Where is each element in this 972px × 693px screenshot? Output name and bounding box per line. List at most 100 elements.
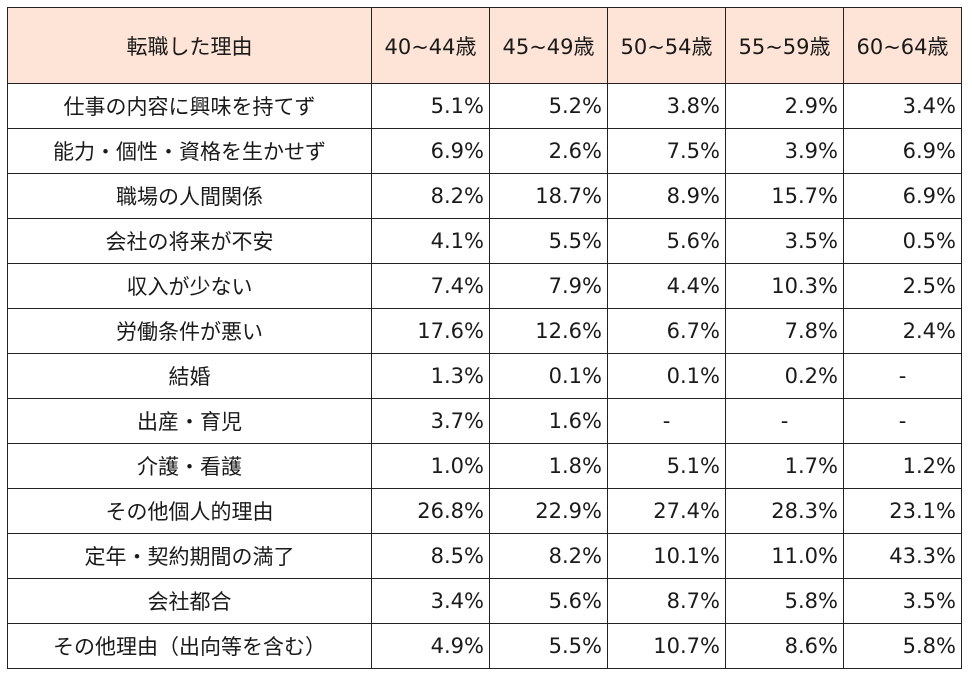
value-cell: - <box>607 398 726 444</box>
value-cell: 8.5% <box>371 533 490 579</box>
reason-cell: 会社都合 <box>7 578 372 624</box>
value-cell: 3.5% <box>725 218 844 264</box>
value-cell: 6.9% <box>371 128 490 174</box>
reason-cell: 結婚 <box>7 353 372 399</box>
value-cell: 5.1% <box>607 443 726 489</box>
table-row: 能力・個性・資格を生かせず 6.9% 2.6% 7.5% 3.9% 6.9% <box>7 128 962 174</box>
reason-cell: 労働条件が悪い <box>7 308 372 354</box>
value-cell: 2.9% <box>725 83 844 129</box>
table-body: 仕事の内容に興味を持てず 5.1% 5.2% 3.8% 2.9% 3.4% 能力・個性・資格… <box>7 83 962 669</box>
value-cell: 3.4% <box>843 83 962 129</box>
value-cell: 2.6% <box>489 128 608 174</box>
value-cell: 2.5% <box>843 263 962 309</box>
value-cell: 6.9% <box>843 173 962 219</box>
value-cell: 1.3% <box>371 353 490 399</box>
value-cell: 27.4% <box>607 488 726 534</box>
value-cell: 3.4% <box>371 578 490 624</box>
table-row: 会社の将来が不安 4.1% 5.5% 5.6% 3.5% 0.5% <box>7 218 962 264</box>
value-cell: 5.6% <box>489 578 608 624</box>
reason-cell: 職場の人間関係 <box>7 173 372 219</box>
value-cell: 4.1% <box>371 218 490 264</box>
value-cell: 7.5% <box>607 128 726 174</box>
value-cell: 5.2% <box>489 83 608 129</box>
table-row: 介護・看護 1.0% 1.8% 5.1% 1.7% 1.2% <box>7 443 962 489</box>
table-row: 会社都合 3.4% 5.6% 8.7% 5.8% 3.5% <box>7 578 962 624</box>
reason-cell: 会社の将来が不安 <box>7 218 372 264</box>
table-header: 転職した理由 40~44歳 45~49歳 50~54歳 55~59歳 60~64歳 <box>7 7 962 84</box>
value-cell: 3.7% <box>371 398 490 444</box>
table-row: その他個人的理由 26.8% 22.9% 27.4% 28.3% 23.1% <box>7 488 962 534</box>
value-cell: - <box>843 398 962 444</box>
value-cell: 5.6% <box>607 218 726 264</box>
value-cell: 7.4% <box>371 263 490 309</box>
value-cell: - <box>725 398 844 444</box>
value-cell: 1.7% <box>725 443 844 489</box>
value-cell: 10.7% <box>607 623 726 669</box>
value-cell: 1.2% <box>843 443 962 489</box>
value-cell: 0.1% <box>607 353 726 399</box>
value-cell: 7.8% <box>725 308 844 354</box>
value-cell: 22.9% <box>489 488 608 534</box>
value-cell: 6.7% <box>607 308 726 354</box>
value-cell: 5.8% <box>843 623 962 669</box>
value-cell: 18.7% <box>489 173 608 219</box>
value-cell: 8.6% <box>725 623 844 669</box>
value-cell: 6.9% <box>843 128 962 174</box>
value-cell: 17.6% <box>371 308 490 354</box>
value-cell: 15.7% <box>725 173 844 219</box>
value-cell: 8.2% <box>489 533 608 579</box>
header-row: 転職した理由 40~44歳 45~49歳 50~54歳 55~59歳 60~64歳 <box>7 7 962 84</box>
value-cell: 7.9% <box>489 263 608 309</box>
value-cell: 5.8% <box>725 578 844 624</box>
header-age-group: 55~59歳 <box>725 7 844 84</box>
reason-cell: その他個人的理由 <box>7 488 372 534</box>
reason-cell: 定年・契約期間の満了 <box>7 533 372 579</box>
value-cell: 3.9% <box>725 128 844 174</box>
value-cell: 0.2% <box>725 353 844 399</box>
value-cell: 23.1% <box>843 488 962 534</box>
reason-cell: 介護・看護 <box>7 443 372 489</box>
value-cell: 43.3% <box>843 533 962 579</box>
reason-cell: その他理由（出向等を含む） <box>7 623 372 669</box>
value-cell: 10.3% <box>725 263 844 309</box>
value-cell: 3.8% <box>607 83 726 129</box>
value-cell: 5.1% <box>371 83 490 129</box>
value-cell: 8.7% <box>607 578 726 624</box>
header-age-group: 60~64歳 <box>843 7 962 84</box>
reason-cell: 能力・個性・資格を生かせず <box>7 128 372 174</box>
table-row: 仕事の内容に興味を持てず 5.1% 5.2% 3.8% 2.9% 3.4% <box>7 83 962 129</box>
value-cell: 11.0% <box>725 533 844 579</box>
value-cell: 12.6% <box>489 308 608 354</box>
table-row: 収入が少ない 7.4% 7.9% 4.4% 10.3% 2.5% <box>7 263 962 309</box>
reason-cell: 仕事の内容に興味を持てず <box>7 83 372 129</box>
value-cell: 1.8% <box>489 443 608 489</box>
value-cell: 2.4% <box>843 308 962 354</box>
table-row: 結婚 1.3% 0.1% 0.1% 0.2% - <box>7 353 962 399</box>
value-cell: 28.3% <box>725 488 844 534</box>
value-cell: 0.1% <box>489 353 608 399</box>
value-cell: 1.6% <box>489 398 608 444</box>
header-age-group: 50~54歳 <box>607 7 726 84</box>
value-cell: 8.2% <box>371 173 490 219</box>
table-row: 出産・育児 3.7% 1.6% - - - <box>7 398 962 444</box>
value-cell: 10.1% <box>607 533 726 579</box>
value-cell: 3.5% <box>843 578 962 624</box>
value-cell: 5.5% <box>489 218 608 264</box>
reason-cell: 収入が少ない <box>7 263 372 309</box>
header-reason: 転職した理由 <box>7 7 372 84</box>
reason-table: 転職した理由 40~44歳 45~49歳 50~54歳 55~59歳 60~64歳 仕事の… <box>7 7 962 669</box>
value-cell: 0.5% <box>843 218 962 264</box>
table-row: 職場の人間関係 8.2% 18.7% 8.9% 15.7% 6.9% <box>7 173 962 219</box>
table-row: その他理由（出向等を含む） 4.9% 5.5% 10.7% 8.6% 5.8% <box>7 623 962 669</box>
header-age-group: 40~44歳 <box>371 7 490 84</box>
value-cell: 5.5% <box>489 623 608 669</box>
value-cell: 4.9% <box>371 623 490 669</box>
value-cell: - <box>843 353 962 399</box>
header-age-group: 45~49歳 <box>489 7 608 84</box>
table-row: 定年・契約期間の満了 8.5% 8.2% 10.1% 11.0% 43.3% <box>7 533 962 579</box>
value-cell: 8.9% <box>607 173 726 219</box>
table-row: 労働条件が悪い 17.6% 12.6% 6.7% 7.8% 2.4% <box>7 308 962 354</box>
reason-cell: 出産・育児 <box>7 398 372 444</box>
value-cell: 1.0% <box>371 443 490 489</box>
value-cell: 26.8% <box>371 488 490 534</box>
